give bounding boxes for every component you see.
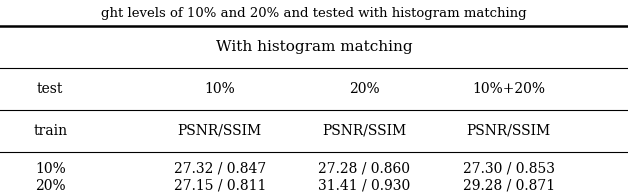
Text: 27.30 / 0.853: 27.30 / 0.853	[463, 162, 555, 176]
Text: PSNR/SSIM: PSNR/SSIM	[467, 124, 551, 138]
Text: test: test	[37, 82, 63, 96]
Text: 20%: 20%	[349, 82, 379, 96]
Text: 29.28 / 0.871: 29.28 / 0.871	[463, 179, 555, 193]
Text: 27.15 / 0.811: 27.15 / 0.811	[173, 179, 266, 193]
Text: 27.28 / 0.860: 27.28 / 0.860	[318, 162, 410, 176]
Text: 10%: 10%	[205, 82, 235, 96]
Text: 31.41 / 0.930: 31.41 / 0.930	[318, 179, 410, 193]
Text: 27.32 / 0.847: 27.32 / 0.847	[174, 162, 266, 176]
Text: PSNR/SSIM: PSNR/SSIM	[178, 124, 262, 138]
Text: ght levels of 10% and 20% and tested with histogram matching: ght levels of 10% and 20% and tested wit…	[101, 7, 527, 20]
Text: With histogram matching: With histogram matching	[215, 40, 413, 54]
Text: 20%: 20%	[35, 179, 65, 193]
Text: train: train	[33, 124, 67, 138]
Text: 10%+20%: 10%+20%	[472, 82, 545, 96]
Text: 10%: 10%	[35, 162, 65, 176]
Text: PSNR/SSIM: PSNR/SSIM	[322, 124, 406, 138]
